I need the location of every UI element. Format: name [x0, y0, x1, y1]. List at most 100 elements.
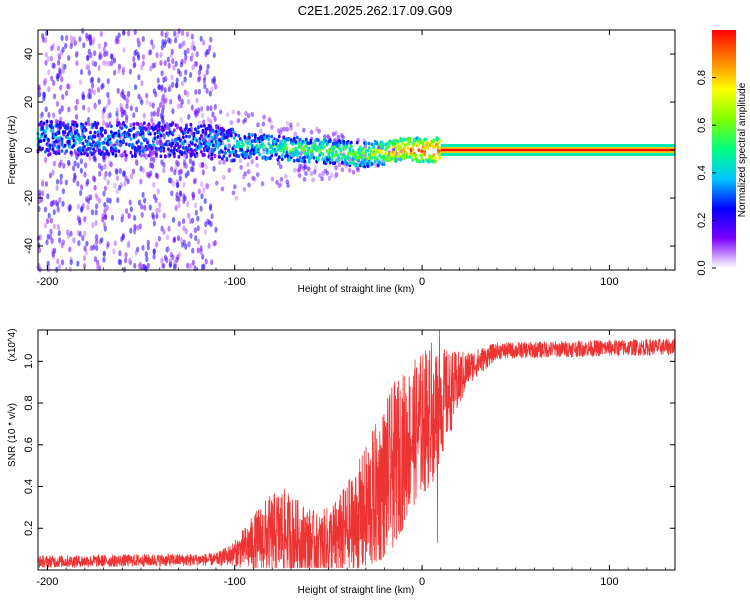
- spectrogram-cell: [129, 150, 133, 155]
- spectrogram-cell: [171, 131, 175, 135]
- spectrogram-cell: [107, 60, 111, 67]
- spectrogram-cell: [79, 190, 83, 196]
- spectrogram-cell: [165, 125, 169, 130]
- spectrogram-cell: [121, 69, 125, 76]
- spectrogram-cell: [349, 144, 353, 149]
- snr-x-tick-label: 100: [600, 576, 618, 588]
- spectrogram-cell: [102, 59, 106, 66]
- spectrogram-cell: [276, 160, 281, 166]
- spectrogram-cell: [153, 110, 157, 117]
- spectrogram-cell: [182, 145, 185, 150]
- spectrogram-cell: [216, 125, 220, 130]
- snr-x-tick-label: 0: [419, 576, 425, 588]
- spectrogram-cell: [206, 105, 210, 112]
- spectrogram-cell: [160, 30, 164, 37]
- spectrogram-cell: [194, 89, 198, 95]
- spectrogram-cell: [274, 152, 278, 157]
- spectrogram-cell: [309, 155, 313, 160]
- spectrogram-cell: [212, 165, 216, 172]
- spectrogram-cell: [358, 145, 362, 150]
- spectrogram-cell: [158, 127, 161, 132]
- spectrogram-cell: [244, 110, 248, 116]
- spectrogram-cell: [117, 129, 121, 134]
- spectrogram-cell: [242, 174, 246, 180]
- spectrogram-cell: [163, 254, 168, 261]
- spectrogram-cell: [66, 122, 70, 127]
- spectrogram-cell: [128, 257, 132, 264]
- spectrogram-cell: [184, 243, 188, 250]
- spectrogram-cell: [140, 80, 144, 87]
- spectrogram-cell: [112, 57, 117, 64]
- spectrogram-cell: [97, 77, 101, 84]
- spectrogram-cell: [131, 154, 134, 159]
- spectrogram-cell: [64, 179, 68, 186]
- spectrogram-cell: [185, 126, 188, 131]
- spectrogram-cell: [137, 74, 141, 81]
- spectrogram-cell: [207, 219, 212, 226]
- spectrogram-cell: [185, 31, 190, 38]
- spectrogram-cell: [182, 181, 186, 188]
- spectrogram-cell: [250, 159, 254, 165]
- spectrogram-cell: [117, 149, 121, 154]
- spectrogram-cell: [108, 121, 112, 126]
- spectrogram-cell: [164, 97, 168, 104]
- spectrogram-cell: [76, 203, 81, 210]
- spectrogram-cell: [93, 130, 97, 135]
- spectrogram-cell: [128, 68, 132, 75]
- spectrogram-cell: [333, 173, 338, 179]
- spectrogram-cell: [246, 162, 250, 168]
- spectrogram-cell: [176, 142, 179, 147]
- spectrogram-cell: [47, 112, 51, 118]
- spectrogram-cell: [159, 154, 163, 159]
- spectrogram-cell: [255, 144, 259, 148]
- spectrogram-cell: [188, 143, 191, 148]
- spectrogram-cell: [239, 165, 243, 170]
- spectrogram-cell: [208, 90, 212, 97]
- spectrogram-cell: [367, 145, 371, 150]
- spectrogram-cell: [189, 72, 193, 78]
- spectrogram-cell: [141, 36, 145, 42]
- spectrogram-cell: [97, 197, 102, 204]
- spectrogram-cell: [421, 159, 425, 164]
- spectrogram-cell: [379, 149, 383, 154]
- spectrogram-cell: [162, 228, 166, 235]
- spectrogram-cell: [309, 129, 314, 135]
- spectrogram-cell: [231, 109, 235, 115]
- spectrogram-cell: [397, 147, 401, 152]
- spectrogram-cell: [262, 114, 266, 120]
- spectrogram-cell: [138, 145, 142, 150]
- spectrogram-cell: [131, 168, 135, 175]
- spectrogram-cell: [367, 152, 371, 157]
- spectrogram-cell: [85, 240, 89, 247]
- spectrogram-cell: [202, 119, 206, 126]
- spectrogram-cell: [95, 245, 99, 251]
- spectrogram-cell: [107, 123, 110, 128]
- spectrogram-cell: [137, 139, 140, 144]
- spectrogram-cell: [87, 122, 91, 127]
- spectrogram-cell: [297, 151, 301, 156]
- spectrogram-cell: [310, 149, 314, 154]
- spectrogram-cell: [209, 105, 213, 112]
- spectrogram-cell: [78, 79, 83, 86]
- spectrogram-cell: [289, 122, 293, 128]
- spectrogram-cell: [90, 143, 94, 148]
- spectrogram-cell: [241, 142, 245, 147]
- spectrogram-cell: [183, 154, 187, 158]
- spectrogram-cell: [210, 259, 214, 266]
- spectrogram-cell: [108, 171, 112, 178]
- spectrogram-cell: [70, 35, 74, 42]
- spectrogram-cell: [265, 151, 269, 155]
- spectrogram-cell: [195, 138, 199, 143]
- spectrogram-cell: [113, 240, 117, 247]
- spectrogram-cell: [91, 222, 95, 229]
- spectrogram-cell: [145, 99, 149, 106]
- spectrogram-cell: [270, 134, 274, 139]
- spectrogram-cell: [438, 156, 442, 161]
- spectrogram-cell: [114, 147, 118, 151]
- spectrogram-cell: [131, 142, 134, 147]
- spectrogram-cell: [197, 120, 201, 127]
- spectrogram-cell: [337, 162, 342, 168]
- spectrogram-cell: [179, 61, 183, 68]
- spectrogram-cell: [57, 130, 61, 135]
- spectrogram-cell: [98, 141, 101, 146]
